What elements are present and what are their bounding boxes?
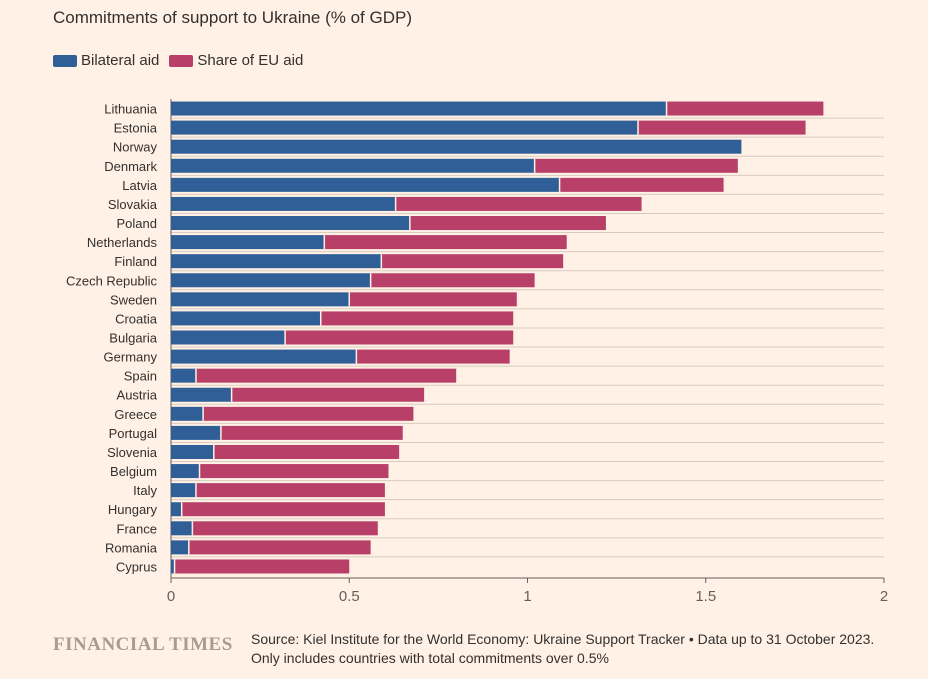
chart-title: Commitments of support to Ukraine (% of … — [53, 8, 413, 27]
category-label: Belgium — [110, 464, 157, 479]
bar-eu — [370, 273, 535, 288]
bar-eu — [638, 120, 806, 135]
legend-label-bilateral: Bilateral aid — [81, 52, 160, 69]
legend: Bilateral aid Share of EU aid — [53, 52, 313, 69]
bar-eu — [231, 387, 425, 402]
bar-eu — [324, 235, 567, 250]
legend-label-eu: Share of EU aid — [197, 52, 304, 69]
category-label: Poland — [117, 216, 157, 231]
bar-eu — [199, 464, 389, 479]
bar-eu — [320, 311, 514, 326]
category-label: Slovenia — [107, 445, 158, 460]
bar-bilateral — [171, 311, 321, 326]
bar-bilateral — [171, 292, 350, 307]
bar-bilateral — [171, 406, 204, 421]
bar-eu — [409, 216, 606, 231]
category-label: Spain — [124, 369, 157, 384]
bar-bilateral — [171, 254, 382, 269]
category-label: Slovakia — [108, 197, 158, 212]
bar-bilateral — [171, 120, 639, 135]
category-label: Latvia — [122, 178, 157, 193]
bar-eu — [188, 540, 371, 555]
bar-bilateral — [171, 330, 286, 345]
bar-eu — [195, 368, 457, 383]
category-label: Hungary — [108, 502, 158, 517]
bar-eu — [395, 196, 642, 211]
bar-bilateral — [171, 158, 535, 173]
bar-eu — [203, 406, 414, 421]
bar-bilateral — [171, 349, 357, 364]
category-label: Lithuania — [104, 102, 158, 117]
bar-eu — [666, 101, 824, 116]
bar-eu — [174, 559, 350, 574]
bar-bilateral — [171, 464, 200, 479]
bar-bilateral — [171, 540, 189, 555]
category-label: Bulgaria — [109, 331, 157, 346]
category-label: Croatia — [115, 311, 158, 326]
bar-bilateral — [171, 559, 175, 574]
bar-eu — [534, 158, 738, 173]
category-label: Austria — [117, 388, 158, 403]
x-tick-label: 2 — [880, 588, 888, 605]
x-tick-label: 1 — [523, 588, 531, 605]
bar-eu — [192, 521, 378, 536]
source-note: Source: Kiel Institute for the World Eco… — [251, 631, 875, 666]
bar-bilateral — [171, 177, 560, 192]
bar-bilateral — [171, 444, 214, 459]
bar-bilateral — [171, 387, 232, 402]
category-label: Norway — [113, 140, 158, 155]
bar-bilateral — [171, 273, 371, 288]
bar-eu — [220, 425, 403, 440]
legend-item-eu: Share of EU aid — [169, 52, 303, 69]
category-label: Sweden — [110, 292, 157, 307]
bar-eu — [559, 177, 724, 192]
legend-swatch-bilateral — [53, 54, 77, 67]
bar-bilateral — [171, 139, 742, 154]
bar-eu — [181, 502, 385, 517]
bar-eu — [285, 330, 514, 345]
x-tick-label: 1.5 — [695, 588, 716, 605]
category-label: Cyprus — [116, 559, 158, 574]
bar-bilateral — [171, 425, 221, 440]
bar-bilateral — [171, 521, 193, 536]
bar-bilateral — [171, 101, 667, 116]
legend-swatch-eu — [169, 54, 194, 67]
bar-bilateral — [171, 368, 196, 383]
category-label: Denmark — [104, 159, 157, 174]
bar-eu — [195, 483, 385, 498]
category-label: Estonia — [114, 121, 158, 136]
bar-bilateral — [171, 483, 196, 498]
ft-logo: FINANCIAL TIMES — [53, 634, 233, 655]
category-label: France — [117, 521, 157, 536]
category-label: Greece — [114, 407, 157, 422]
x-tick-label: 0 — [167, 588, 175, 605]
category-label: Netherlands — [87, 235, 158, 250]
bar-bilateral — [171, 196, 396, 211]
bar-eu — [213, 444, 400, 459]
bar-eu — [381, 254, 564, 269]
category-label: Italy — [133, 483, 157, 498]
bar-eu — [349, 292, 517, 307]
category-label: Romania — [105, 540, 158, 555]
x-tick-label: 0.5 — [339, 588, 360, 605]
bar-bilateral — [171, 216, 410, 231]
category-label: Portugal — [109, 426, 158, 441]
category-label: Germany — [104, 350, 158, 365]
legend-item-bilateral: Bilateral aid — [53, 52, 159, 69]
category-label: Finland — [114, 254, 157, 269]
bar-eu — [356, 349, 510, 364]
bar-bilateral — [171, 502, 182, 517]
category-label: Czech Republic — [66, 273, 158, 288]
bar-bilateral — [171, 235, 325, 250]
